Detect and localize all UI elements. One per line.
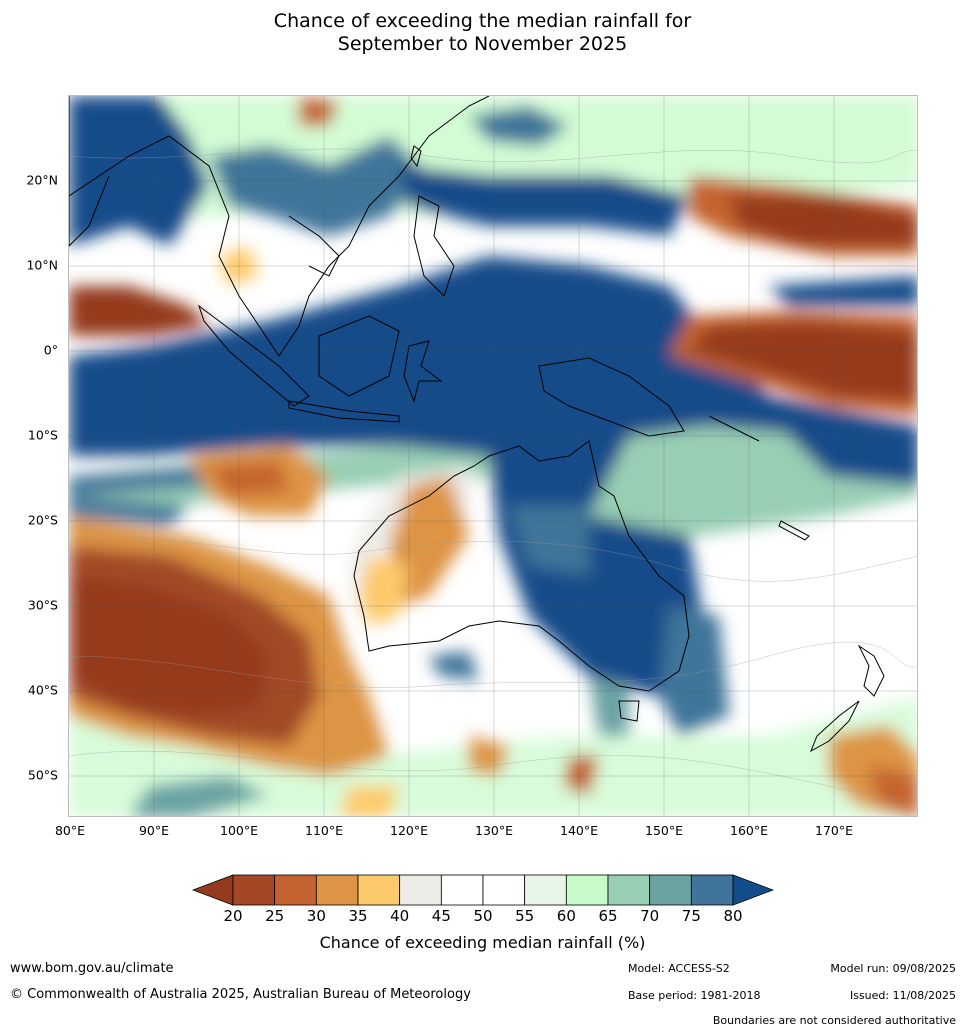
- footer-model-run: Model run: 09/08/2025: [830, 962, 956, 975]
- lon-label-80e: 80°E: [54, 823, 86, 838]
- title-line-1: Chance of exceeding the median rainfall …: [273, 10, 692, 32]
- lon-label-110e: 110°E: [304, 823, 344, 838]
- lon-label-90e: 90°E: [138, 823, 170, 838]
- footer-model: Model: ACCESS-S2: [628, 962, 730, 975]
- lat-label-30s: 30°S: [27, 597, 58, 613]
- colorbar-segment: [607, 874, 651, 906]
- colorbar-tick-label: 25: [265, 907, 285, 925]
- lon-label-100e: 100°E: [219, 823, 259, 838]
- colorbar-segment: [482, 874, 526, 906]
- colorbar-tick-label: 50: [473, 907, 493, 925]
- map-canvas: [69, 96, 917, 816]
- footer-issued: Issued: 11/08/2025: [849, 989, 956, 1002]
- lon-label-160e: 160°E: [729, 823, 769, 838]
- lat-label-10s: 10°S: [27, 427, 58, 443]
- colorbar-tick-label: 80: [723, 907, 743, 925]
- lon-label-120e: 120°E: [389, 823, 429, 838]
- colorbar-tick-label: 45: [431, 907, 451, 925]
- lat-label-20n: 20°N: [26, 172, 58, 188]
- colorbar-tick-label: 70: [640, 907, 660, 925]
- footer-base-period: Base period: 1981-2018: [628, 989, 761, 1002]
- lon-label-130e: 130°E: [474, 823, 514, 838]
- colorbar-segment: [524, 874, 567, 906]
- lat-label-equator: 0°: [43, 342, 58, 358]
- colorbar-segment: [565, 874, 609, 906]
- colorbar-tick-label: 30: [306, 907, 326, 925]
- colorbar-segment: [232, 874, 276, 906]
- colorbar-svg: [191, 874, 775, 906]
- lon-label-170e: 170°E: [814, 823, 854, 838]
- lat-label-20s: 20°S: [27, 512, 58, 528]
- colorbar-segment: [440, 874, 484, 906]
- colorbar-segment: [399, 874, 442, 906]
- graticule: [69, 96, 917, 816]
- lat-label-40s: 40°S: [27, 682, 58, 698]
- colorbar-segment: [274, 874, 317, 906]
- lat-label-50s: 50°S: [27, 767, 58, 783]
- lat-label-10n: 10°N: [26, 257, 58, 273]
- footer-copyright: © Commonwealth of Australia 2025, Austra…: [10, 987, 471, 1002]
- colorbar-segment: [357, 874, 401, 906]
- colorbar-segment: [690, 874, 734, 906]
- colorbar-tick-label: 35: [348, 907, 368, 925]
- colorbar-high-extension: [732, 874, 775, 906]
- colorbar-title: Chance of exceeding median rainfall (%): [319, 933, 646, 952]
- colorbar-low-extension: [191, 874, 234, 906]
- colorbar-segment: [649, 874, 692, 906]
- colorbar-segments: [232, 874, 734, 906]
- colorbar-tick-label: 20: [223, 907, 243, 925]
- rainfall-map: [68, 95, 918, 817]
- map-title: Chance of exceeding the median rainfall …: [0, 10, 965, 56]
- colorbar-tick-label: 75: [681, 907, 701, 925]
- colorbar-tick-label: 40: [390, 907, 410, 925]
- colorbar-tick-label: 60: [556, 907, 576, 925]
- lon-label-140e: 140°E: [559, 823, 599, 838]
- colorbar-segment: [315, 874, 359, 906]
- coastlines: [69, 96, 885, 753]
- title-line-2: September to November 2025: [337, 33, 628, 55]
- colorbar-tick-label: 65: [598, 907, 618, 925]
- lon-label-150e: 150°E: [644, 823, 684, 838]
- footer-url: www.bom.gov.au/climate: [10, 961, 174, 976]
- colorbar: [191, 874, 775, 906]
- footer-disclaimer: Boundaries are not considered authoritat…: [712, 1014, 956, 1027]
- colorbar-tick-label: 55: [515, 907, 535, 925]
